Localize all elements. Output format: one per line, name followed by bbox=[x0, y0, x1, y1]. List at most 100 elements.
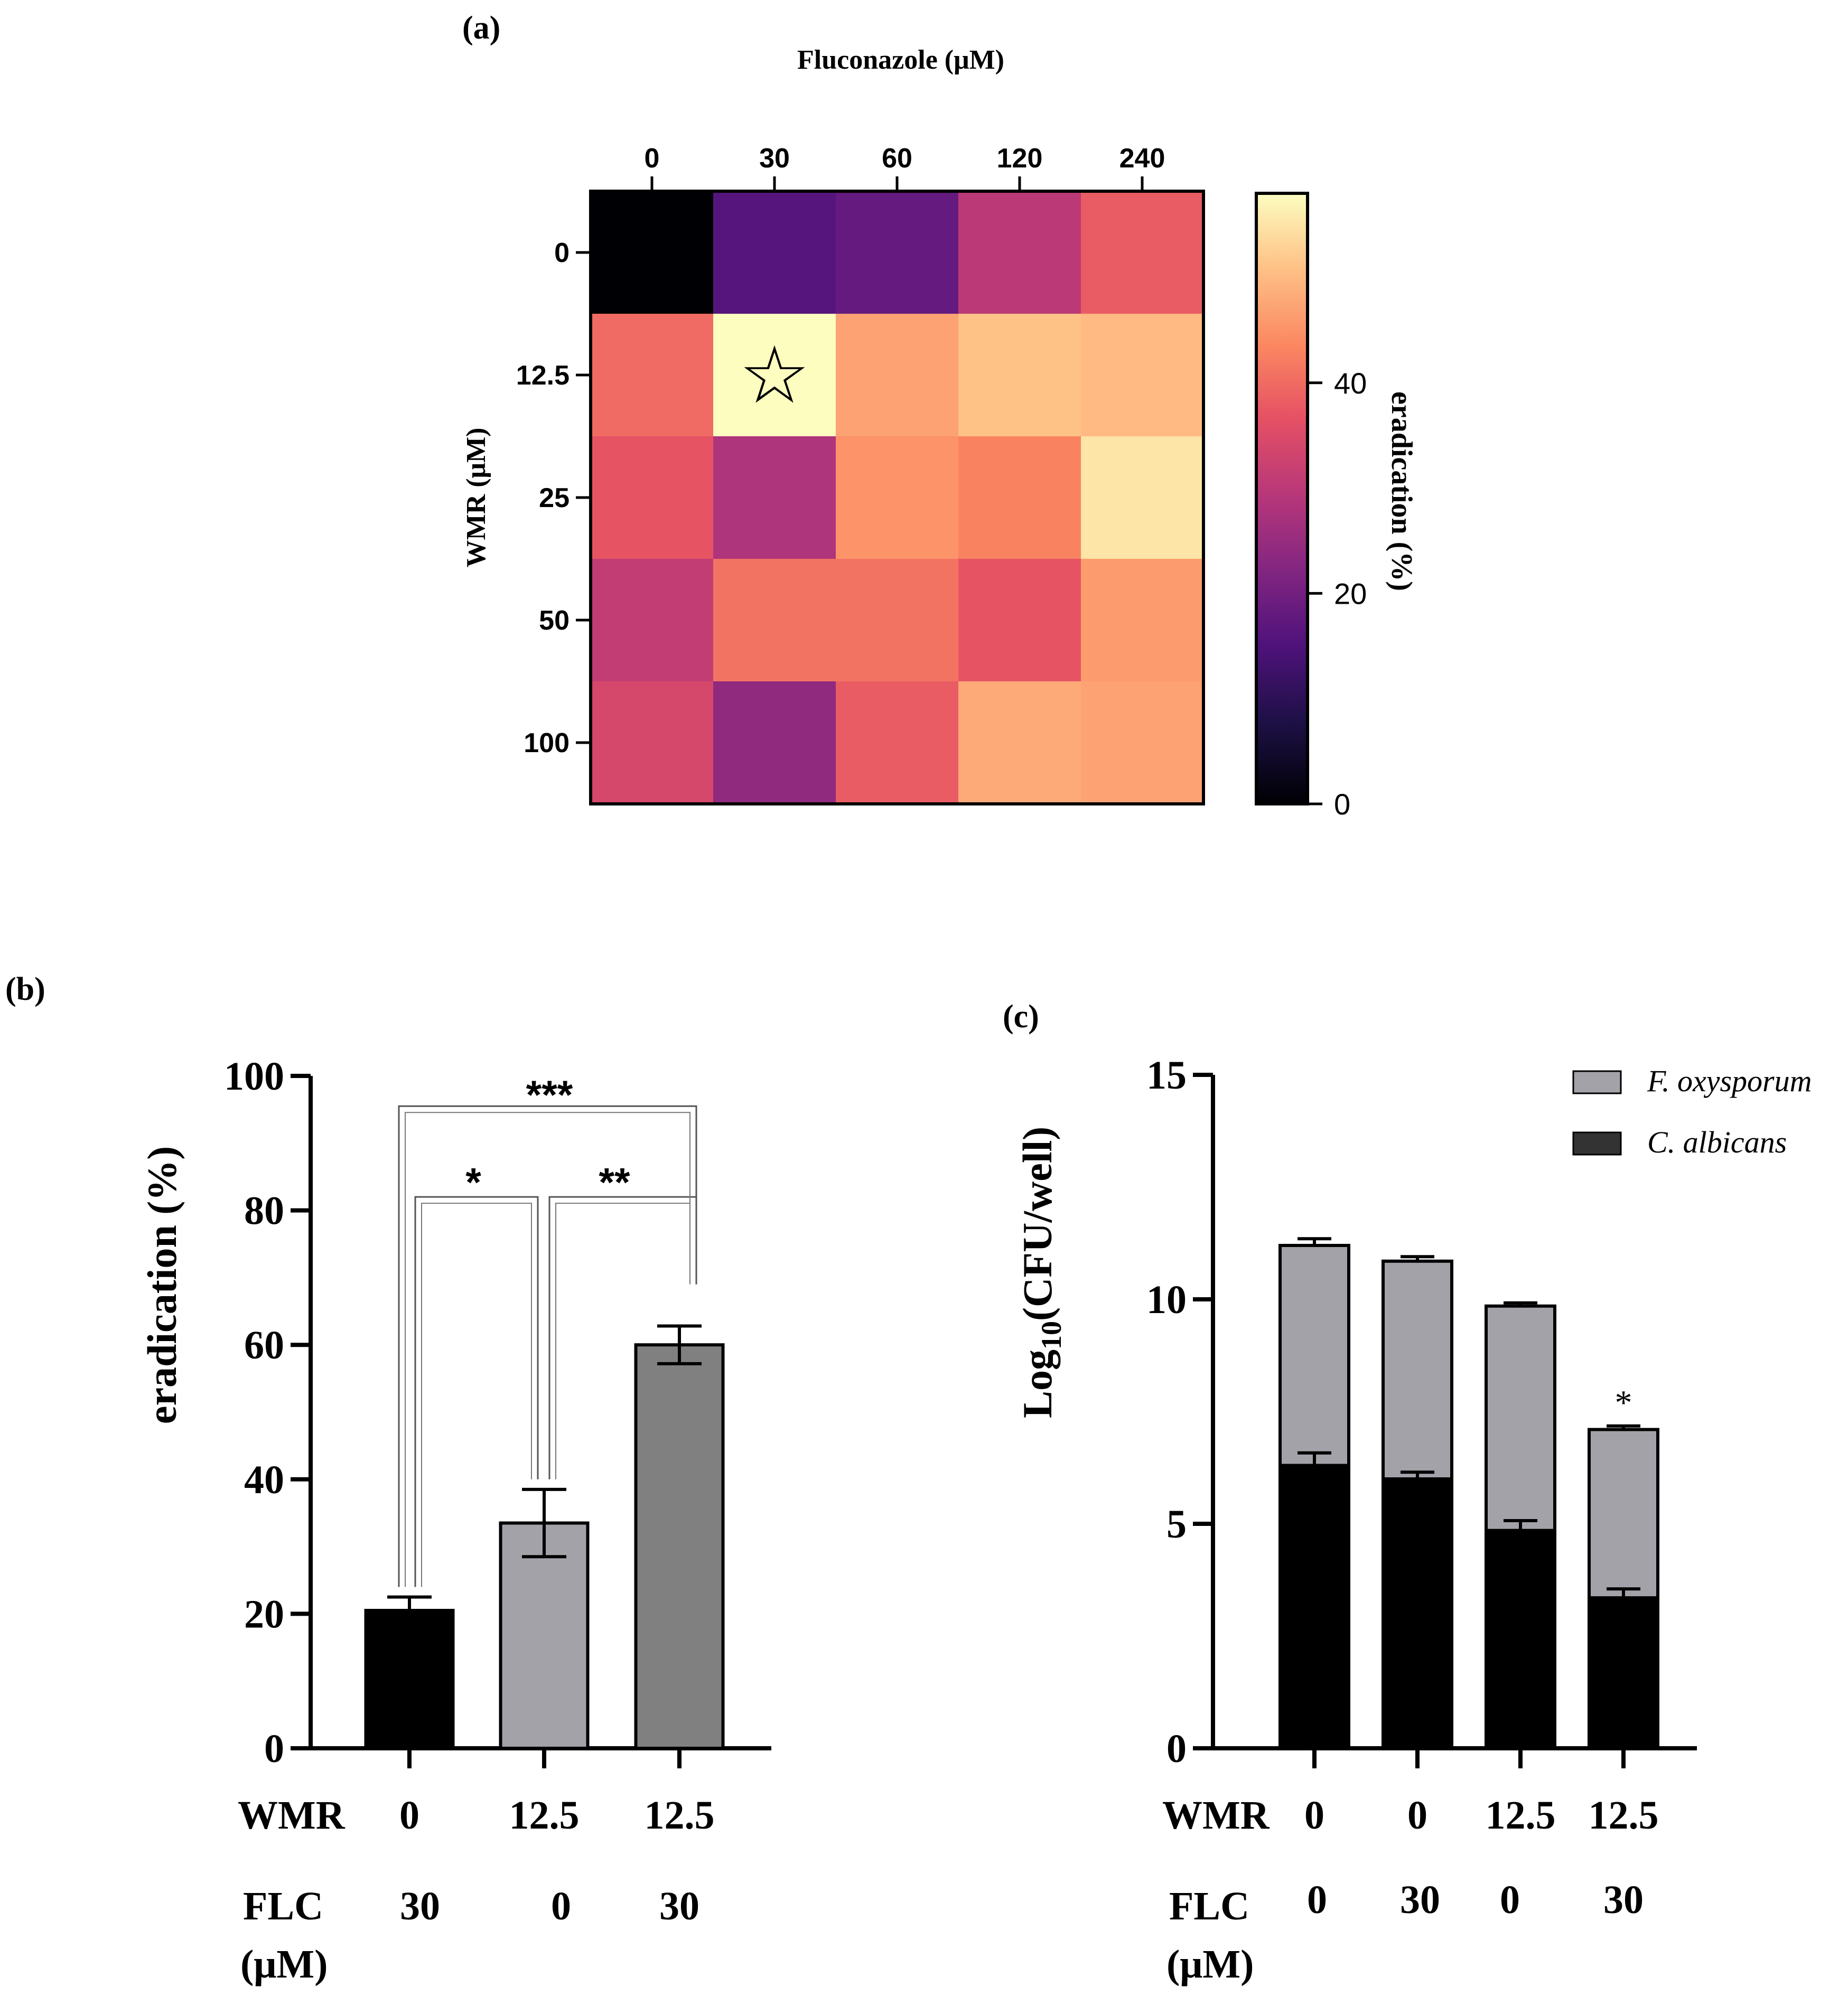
wmr-value: 12.5 bbox=[509, 1793, 580, 1838]
y-tick-label: 12.5 bbox=[516, 360, 570, 391]
flc-value: 0 bbox=[1307, 1878, 1327, 1922]
heatmap-cell bbox=[591, 681, 714, 804]
bar bbox=[634, 1343, 725, 1750]
y-tick-label: 10 bbox=[1146, 1278, 1187, 1322]
heatmap-cell bbox=[1081, 559, 1204, 682]
heatmap-cell bbox=[713, 314, 836, 437]
panel-c-axes: 0 5 10 15 bbox=[1146, 1053, 1697, 1771]
y-label-subscript: 10 bbox=[1035, 1321, 1067, 1350]
wmr-value: 12.5 bbox=[645, 1793, 715, 1838]
heatmap-x-axis: 0 30 60 120 240 bbox=[645, 143, 1165, 191]
y-tick-label: 25 bbox=[539, 483, 570, 513]
wmr-value: 0 bbox=[1407, 1793, 1427, 1838]
x-tick-label: 240 bbox=[1119, 143, 1165, 174]
heatmap-cell bbox=[713, 681, 836, 804]
legend-label-f-oxysporum: F. oxysporum bbox=[1647, 1064, 1812, 1098]
x-tick-label: 30 bbox=[759, 143, 790, 174]
row-label-unit: (μM) bbox=[1166, 1942, 1254, 1986]
bar-segment-f-oxysporum bbox=[1485, 1304, 1556, 1532]
heatmap-cell bbox=[713, 191, 836, 314]
significance-bracket-inner bbox=[421, 1203, 532, 1587]
panel-b-y-label: eradication (%) bbox=[139, 1146, 185, 1424]
row-label-flc: FLC bbox=[243, 1884, 323, 1928]
panel-b-significance: * ***** bbox=[398, 1073, 697, 1587]
panel-c-bars: * bbox=[1278, 1237, 1659, 1768]
panel-label-b: (b) bbox=[5, 971, 45, 1007]
bar-panel-c: (c) Log10(CFU/well) 0 5 10 15 * F. oxysporu… bbox=[1003, 999, 1812, 1986]
panel-b-axes: 0 20 40 60 80 100 bbox=[224, 1054, 771, 1771]
wmr-value: 12.5 bbox=[1589, 1793, 1659, 1838]
x-tick-label: 120 bbox=[997, 143, 1043, 174]
panel-label-c: (c) bbox=[1003, 999, 1039, 1035]
heatmap-cell bbox=[1081, 436, 1204, 559]
heatmap-cell bbox=[1081, 314, 1204, 437]
flc-value: 0 bbox=[551, 1884, 571, 1928]
heatmap-cell bbox=[836, 314, 959, 437]
heatmap-cell bbox=[836, 681, 959, 804]
heatmap-cell bbox=[591, 314, 714, 437]
bar bbox=[499, 1521, 590, 1750]
heatmap-y-axis: 0 12.5 25 50 100 bbox=[516, 238, 591, 758]
bar-segment-f-oxysporum bbox=[1382, 1259, 1453, 1480]
bar-segment-c-albicans bbox=[1588, 1596, 1659, 1750]
y-tick-label: 20 bbox=[244, 1592, 284, 1636]
colorbar-axis: 0 20 40 bbox=[1308, 367, 1367, 821]
significance-label: * bbox=[465, 1160, 481, 1205]
wmr-value: 0 bbox=[399, 1793, 419, 1838]
y-tick-label: 0 bbox=[554, 238, 570, 268]
significance-bracket-inner bbox=[405, 1112, 690, 1587]
significance-bracket bbox=[414, 1196, 539, 1587]
heatmap-cell bbox=[958, 191, 1081, 314]
row-label-wmr: WMR bbox=[238, 1793, 346, 1838]
heatmap-cell bbox=[958, 681, 1081, 804]
flc-value: 30 bbox=[400, 1884, 440, 1928]
flc-value: 30 bbox=[1400, 1878, 1440, 1922]
y-tick-label: 5 bbox=[1166, 1502, 1187, 1547]
heatmap-cell bbox=[1081, 191, 1204, 314]
heatmap-cell bbox=[836, 436, 959, 559]
y-tick-label: 0 bbox=[264, 1727, 284, 1771]
wmr-value: 0 bbox=[1304, 1793, 1324, 1838]
legend-swatch-c-albicans bbox=[1572, 1131, 1622, 1156]
flc-value: 30 bbox=[659, 1884, 699, 1928]
colorbar-label: eradication (%) bbox=[1385, 391, 1418, 591]
heatmap-cell bbox=[591, 559, 714, 682]
row-label-wmr: WMR bbox=[1162, 1793, 1270, 1838]
panel-c-legend: F. oxysporum C. albicans bbox=[1572, 1064, 1812, 1159]
highlight-star: ☆ bbox=[739, 332, 810, 420]
flc-value: 30 bbox=[1603, 1878, 1644, 1922]
panel-c-condition-rows: WMR FLC (μM) 0 0 0 30 12.5 0 12.5 30 bbox=[1162, 1793, 1659, 1986]
heatmap-cell bbox=[713, 559, 836, 682]
colorbar-tick-label: 40 bbox=[1334, 367, 1367, 400]
y-tick-label: 0 bbox=[1166, 1727, 1187, 1771]
significance-label: ** bbox=[599, 1160, 630, 1205]
bar-segment-c-albicans bbox=[1382, 1477, 1453, 1750]
panel-b-bars bbox=[364, 1324, 725, 1768]
heatmap-cell bbox=[713, 436, 836, 559]
heatmap-cells bbox=[591, 191, 1204, 804]
panel-c-y-label: Log10(CFU/well) bbox=[1014, 1127, 1067, 1418]
row-label-unit: (μM) bbox=[240, 1942, 328, 1986]
significance-label: * bbox=[1615, 1384, 1632, 1422]
y-tick-label: 50 bbox=[539, 605, 570, 636]
x-tick-label: 60 bbox=[882, 143, 912, 174]
legend-swatch-f-oxysporum bbox=[1572, 1070, 1622, 1094]
heatmap-y-label: WMR (μM) bbox=[461, 428, 491, 568]
colorbar bbox=[1255, 192, 1309, 805]
heatmap-cell bbox=[836, 559, 959, 682]
y-label-rest: (CFU/well) bbox=[1014, 1127, 1060, 1321]
bar-segment-c-albicans bbox=[1278, 1464, 1350, 1750]
y-tick-label: 15 bbox=[1146, 1053, 1187, 1098]
bar-segment-f-oxysporum bbox=[1278, 1244, 1350, 1467]
significance-label: *** bbox=[526, 1073, 573, 1118]
y-tick-label: 40 bbox=[244, 1458, 284, 1502]
heatmap-cell bbox=[1081, 681, 1204, 804]
significance-bracket bbox=[398, 1105, 697, 1587]
heatmap-cell bbox=[591, 191, 714, 314]
colorbar-tick-label: 20 bbox=[1334, 577, 1367, 610]
panel-label-a: (a) bbox=[462, 10, 500, 46]
bar-segment-c-albicans bbox=[1485, 1529, 1556, 1750]
bar-segment-f-oxysporum bbox=[1588, 1428, 1659, 1600]
